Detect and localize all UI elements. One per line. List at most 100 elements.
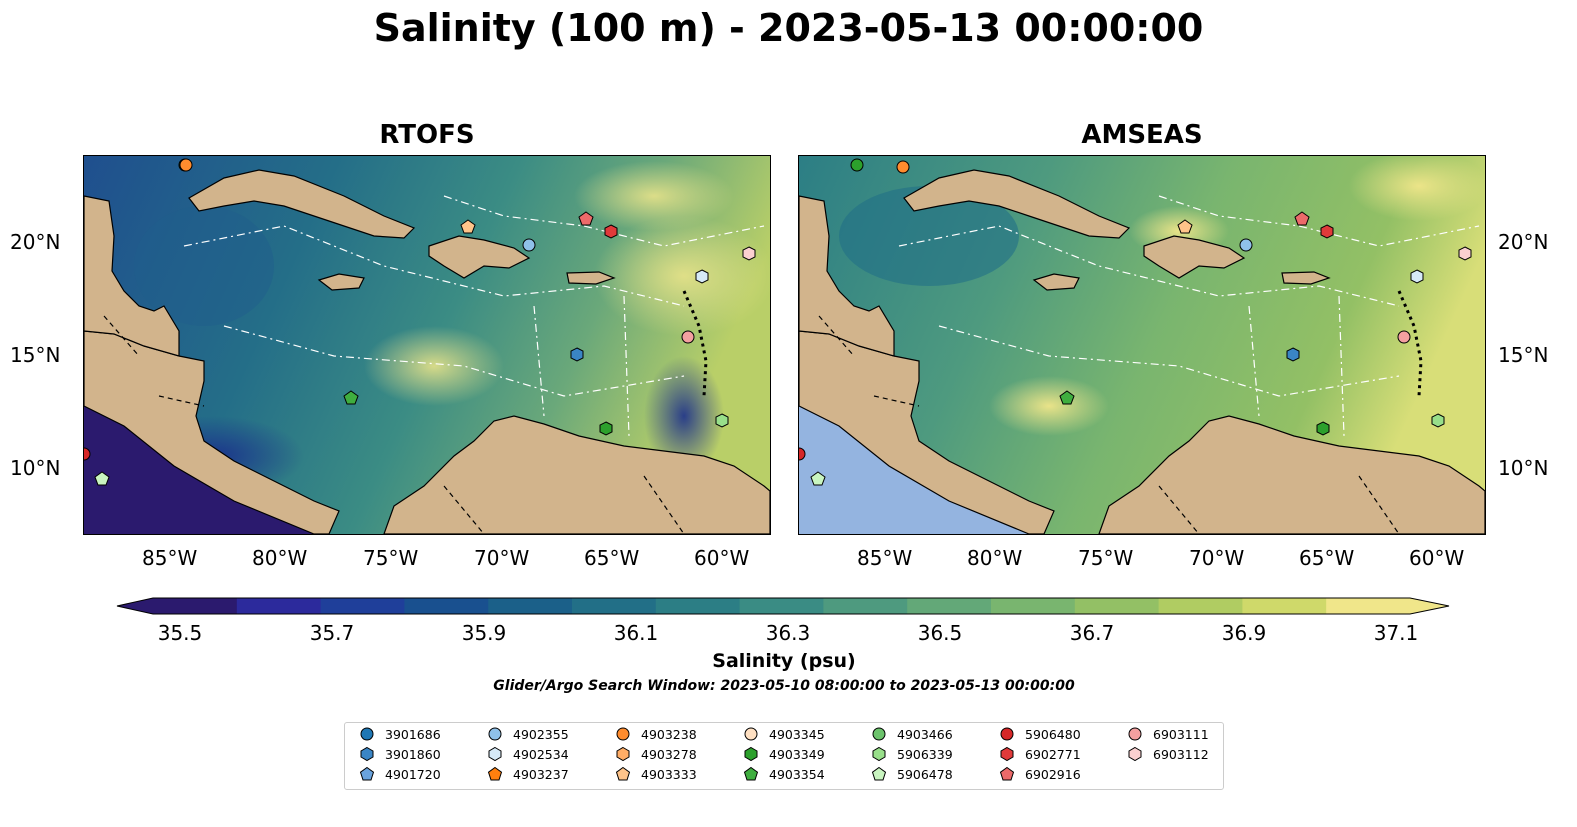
colorbar-bin <box>823 598 908 614</box>
lon-label: 80°W <box>967 546 1023 570</box>
legend-item-label: 5906339 <box>897 746 953 762</box>
lon-label: 60°W <box>694 546 750 570</box>
colorbar-bin <box>655 598 741 614</box>
colorbar-tick-label: 36.5 <box>917 621 963 645</box>
rtofs-map[interactable] <box>83 155 771 535</box>
lon-label: 60°W <box>1409 546 1465 570</box>
legend-item-label: 6902771 <box>1025 746 1081 762</box>
legend-item: 4902355 <box>487 726 569 742</box>
colorbar-bin <box>404 598 489 614</box>
amseas-map[interactable] <box>798 155 1486 535</box>
legend-item: 6902916 <box>999 766 1081 782</box>
legend-item: 4903349 <box>743 746 825 762</box>
circle-marker-icon <box>1128 727 1142 741</box>
lon-label: 80°W <box>252 546 308 570</box>
legend-item: 4903238 <box>615 726 697 742</box>
colorbar-tick-label: 35.5 <box>157 621 203 645</box>
hexagon-marker-icon <box>360 746 374 762</box>
lon-label: 65°W <box>1299 546 1355 570</box>
legend-item: 6903112 <box>1127 746 1209 762</box>
hexagon-marker-icon <box>488 746 502 762</box>
legend-item: 4903237 <box>487 766 569 782</box>
colorbar-bin <box>153 598 238 614</box>
pentagon-marker-icon <box>999 766 1015 781</box>
colorbar-bin <box>320 598 405 614</box>
circle-marker-icon <box>872 727 886 741</box>
colorbar-bin <box>1074 598 1160 614</box>
legend-item: 5906339 <box>871 746 953 762</box>
colorbar-extend-min <box>117 598 153 614</box>
lon-label: 70°W <box>1189 546 1245 570</box>
legend-item-label: 4903238 <box>641 726 697 742</box>
legend-item-label: 6903111 <box>1153 726 1209 742</box>
hexagon-marker-icon <box>872 746 886 762</box>
hexagon-marker-icon <box>744 746 758 762</box>
legend-item-label: 5906478 <box>897 766 953 782</box>
colorbar <box>116 597 1450 615</box>
lon-label: 65°W <box>584 546 640 570</box>
panel-title-amseas: AMSEAS <box>1081 120 1203 150</box>
legend-item: 4903345 <box>743 726 825 742</box>
pentagon-marker-icon <box>487 766 503 781</box>
colorbar-bin <box>236 598 322 614</box>
colorbar-bin <box>488 598 573 614</box>
legend-item-label: 4903237 <box>513 766 569 782</box>
legend-item: 4903333 <box>615 766 697 782</box>
legend-item: 3901860 <box>359 746 441 762</box>
lat-label-right: 10°N <box>1498 456 1549 480</box>
colorbar-bin <box>1158 598 1243 614</box>
colorbar-bin <box>739 598 824 614</box>
legend-item-label: 4902534 <box>513 746 569 762</box>
legend-item: 3901686 <box>359 726 441 742</box>
lat-label-left: 10°N <box>10 456 61 480</box>
panel-title-rtofs: RTOFS <box>379 120 475 150</box>
colorbar-tick-label: 35.9 <box>461 621 507 645</box>
legend-item: 4903278 <box>615 746 697 762</box>
legend-item-label: 4901720 <box>385 766 441 782</box>
legend-item: 6903111 <box>1127 726 1209 742</box>
legend-item-label: 6902916 <box>1025 766 1081 782</box>
legend-item: 4902534 <box>487 746 569 762</box>
legend-item: 4901720 <box>359 766 441 782</box>
pentagon-marker-icon <box>359 766 375 781</box>
lon-label: 75°W <box>363 546 419 570</box>
legend-item: 5906478 <box>871 766 953 782</box>
lon-label: 75°W <box>1078 546 1134 570</box>
legend-item-label: 4903349 <box>769 746 825 762</box>
circle-marker-icon <box>488 727 502 741</box>
search-window-caption: Glider/Argo Search Window: 2023-05-10 08… <box>493 678 1075 694</box>
legend-item-label: 4903466 <box>897 726 953 742</box>
page-title: Salinity (100 m) - 2023-05-13 00:00:00 <box>373 6 1204 50</box>
legend-item-label: 4903278 <box>641 746 697 762</box>
pentagon-marker-icon <box>743 766 759 781</box>
colorbar-tick-label: 37.1 <box>1373 621 1419 645</box>
lat-label-right: 20°N <box>1498 230 1549 254</box>
legend-item: 4903354 <box>743 766 825 782</box>
colorbar-bin <box>907 598 992 614</box>
colorbar-tick-label: 35.7 <box>309 621 355 645</box>
circle-marker-icon <box>744 727 758 741</box>
amseas-map-canvas <box>799 156 1485 534</box>
hexagon-marker-icon <box>1128 746 1142 762</box>
colorbar-tick-label: 36.3 <box>765 621 811 645</box>
hexagon-marker-icon <box>616 746 630 762</box>
legend-item-label: 4903333 <box>641 766 697 782</box>
circle-marker-icon <box>1000 727 1014 741</box>
pentagon-marker-icon <box>871 766 887 781</box>
colorbar-extend-max <box>1410 598 1449 614</box>
lon-label: 85°W <box>142 546 198 570</box>
colorbar-bin <box>1242 598 1327 614</box>
legend-item-label: 4903354 <box>769 766 825 782</box>
legend-item-label: 4903345 <box>769 726 825 742</box>
lat-label-right: 15°N <box>1498 343 1549 367</box>
hexagon-marker-icon <box>1000 746 1014 762</box>
rtofs-map-canvas <box>84 156 770 534</box>
lon-label: 85°W <box>857 546 913 570</box>
pentagon-marker-icon <box>615 766 631 781</box>
colorbar-outline <box>116 597 1450 615</box>
colorbar-tick-label: 36.1 <box>613 621 659 645</box>
lat-label-left: 15°N <box>10 343 61 367</box>
colorbar-tick-label: 36.9 <box>1221 621 1267 645</box>
lon-label: 70°W <box>474 546 530 570</box>
colorbar-label: Salinity (psu) <box>712 650 856 672</box>
